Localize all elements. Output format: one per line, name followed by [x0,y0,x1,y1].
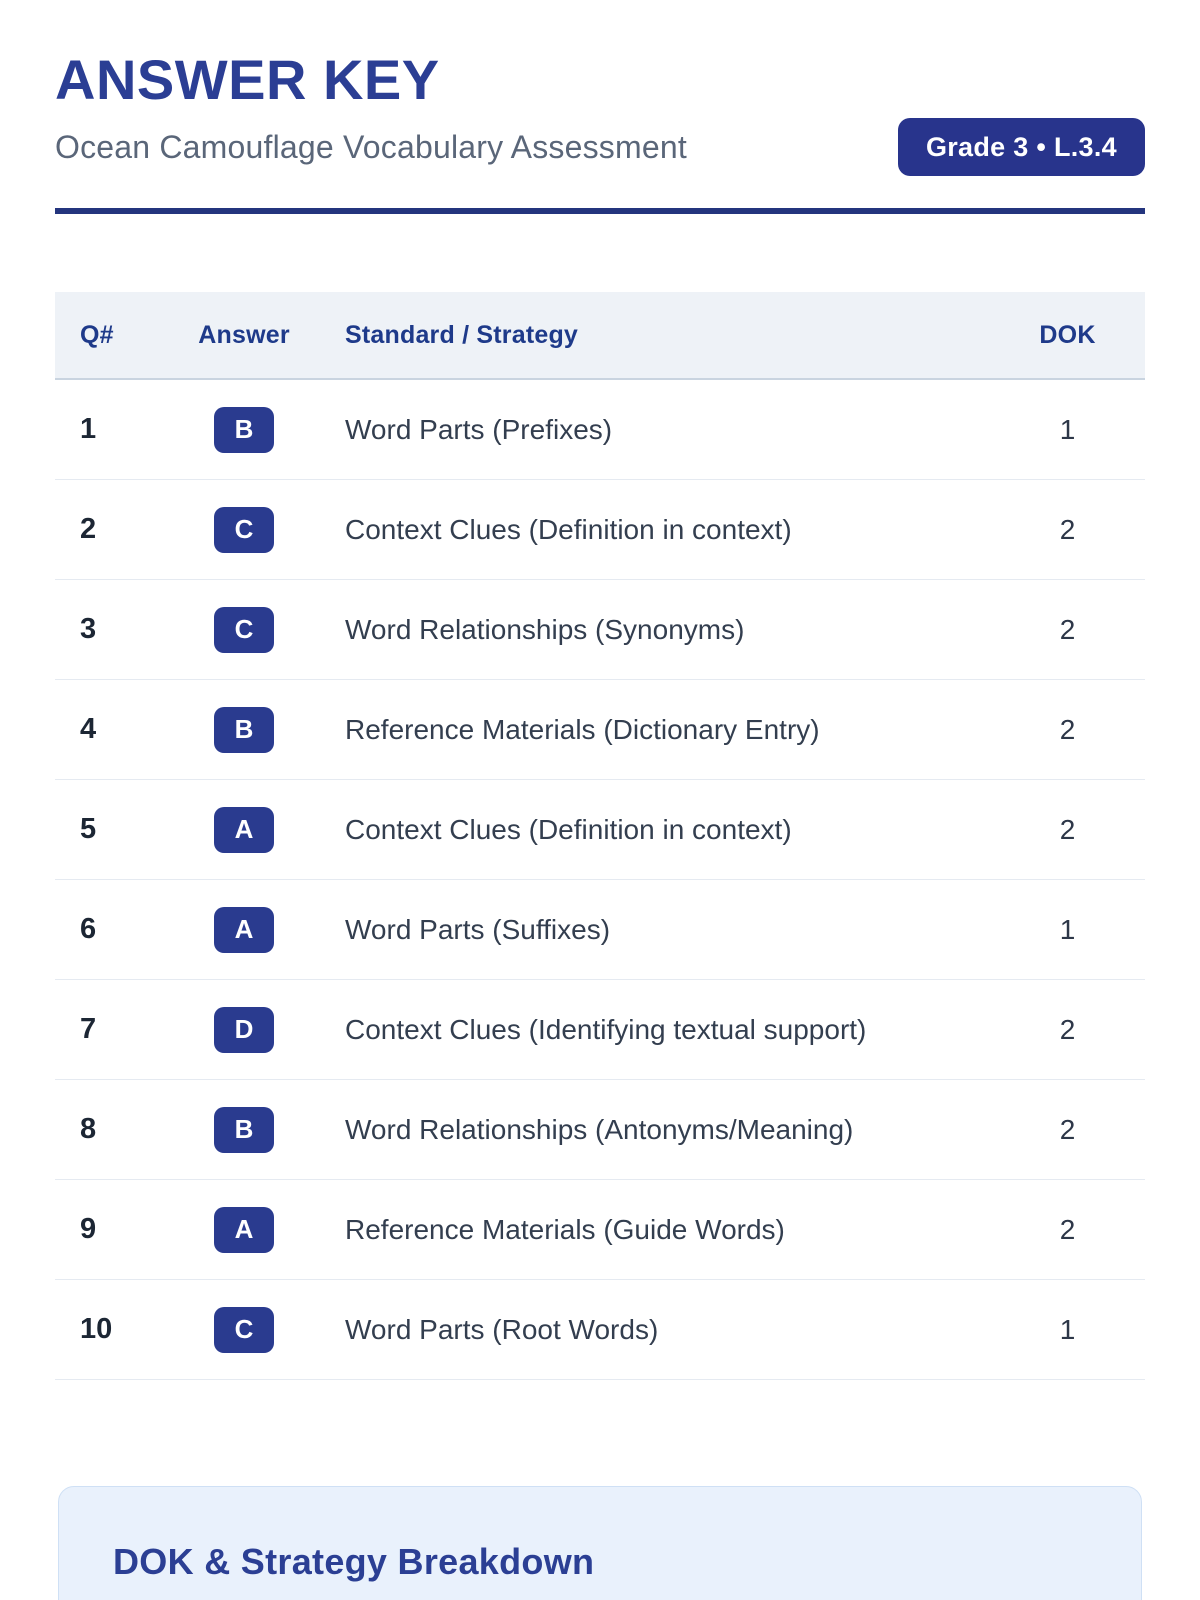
answer-cell: C [190,606,298,653]
grade-standard-badge: Grade 3 • L.3.4 [897,118,1145,176]
strategy-cell: Word Relationships (Antonyms/Meaning) [345,1113,854,1145]
strategy-cell: Reference Materials (Dictionary Entry) [345,713,820,745]
table-row: 10 C Word Parts (Root Words) 1 [55,1280,1145,1380]
dok-cell: 2 [1059,1013,1076,1045]
answer-cell: B [190,406,298,453]
answer-cell: C [190,506,298,553]
dok-cell: 2 [1059,813,1076,845]
dok-cell: 2 [1059,1213,1076,1245]
page-title: ANSWER KEY [55,48,440,111]
question-number: 6 [80,913,97,945]
dok-cell: 1 [1059,413,1076,445]
dok-strategy-breakdown-box: DOK & Strategy Breakdown [58,1486,1142,1600]
answer-cell: A [190,806,298,853]
answer-cell: A [190,1206,298,1253]
answer-cell: A [190,906,298,953]
header-divider [55,208,1145,214]
question-number: 4 [80,713,97,745]
strategy-cell: Word Parts (Root Words) [345,1313,659,1345]
strategy-cell: Context Clues (Definition in context) [345,513,792,545]
column-header-answer: Answer [198,320,290,349]
answer-cell: C [190,1306,298,1353]
answer-key-page: ANSWER KEY Ocean Camouflage Vocabulary A… [0,52,1200,1600]
dok-cell: 2 [1059,1113,1076,1145]
answer-badge: B [214,406,274,453]
dok-cell: 1 [1059,1313,1076,1345]
table-row: 2 C Context Clues (Definition in context… [55,480,1145,580]
header-sub-row: Ocean Camouflage Vocabulary Assessment G… [55,118,1145,176]
question-number: 1 [80,413,97,445]
table-row: 8 B Word Relationships (Antonyms/Meaning… [55,1080,1145,1180]
breakdown-heading: DOK & Strategy Breakdown [113,1541,595,1582]
answer-badge: D [214,1006,274,1053]
question-number: 3 [80,613,97,645]
dok-cell: 2 [1059,513,1076,545]
strategy-cell: Word Parts (Suffixes) [345,913,611,945]
answer-cell: B [190,706,298,753]
answer-badge: B [214,706,274,753]
table-row: 3 C Word Relationships (Synonyms) 2 [55,580,1145,680]
question-number: 9 [80,1213,97,1245]
question-number: 8 [80,1113,97,1145]
table-header-row: Q# Answer Standard / Strategy DOK [55,292,1145,380]
strategy-cell: Context Clues (Definition in context) [345,813,792,845]
table-row: 6 A Word Parts (Suffixes) 1 [55,880,1145,980]
column-header-dok: DOK [1039,320,1096,349]
question-number: 7 [80,1013,97,1045]
dok-cell: 2 [1059,713,1076,745]
table-row: 9 A Reference Materials (Guide Words) 2 [55,1180,1145,1280]
answer-badge: C [214,606,274,653]
strategy-cell: Reference Materials (Guide Words) [345,1213,785,1245]
strategy-cell: Context Clues (Identifying textual suppo… [345,1013,867,1045]
table-row: 5 A Context Clues (Definition in context… [55,780,1145,880]
answer-cell: B [190,1106,298,1153]
strategy-cell: Word Relationships (Synonyms) [345,613,745,645]
assessment-subtitle: Ocean Camouflage Vocabulary Assessment [55,128,687,165]
question-number: 2 [80,513,97,545]
strategy-cell: Word Parts (Prefixes) [345,413,613,445]
answer-badge: C [214,506,274,553]
answer-badge: A [214,1206,274,1253]
answer-badge: A [214,806,274,853]
question-number: 5 [80,813,97,845]
table-row: 1 B Word Parts (Prefixes) 1 [55,380,1145,480]
question-number: 10 [80,1313,113,1345]
dok-cell: 1 [1059,913,1076,945]
answer-badge: A [214,906,274,953]
column-header-question: Q# [80,320,114,349]
table-row: 7 D Context Clues (Identifying textual s… [55,980,1145,1080]
column-header-strategy: Standard / Strategy [345,320,579,349]
table-row: 4 B Reference Materials (Dictionary Entr… [55,680,1145,780]
answer-key-table: Q# Answer Standard / Strategy DOK 1 B Wo… [55,292,1145,1380]
dok-cell: 2 [1059,613,1076,645]
answer-cell: D [190,1006,298,1053]
answer-badge: C [214,1306,274,1353]
answer-badge: B [214,1106,274,1153]
